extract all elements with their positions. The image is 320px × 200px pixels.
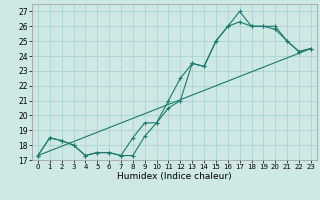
X-axis label: Humidex (Indice chaleur): Humidex (Indice chaleur): [117, 172, 232, 181]
